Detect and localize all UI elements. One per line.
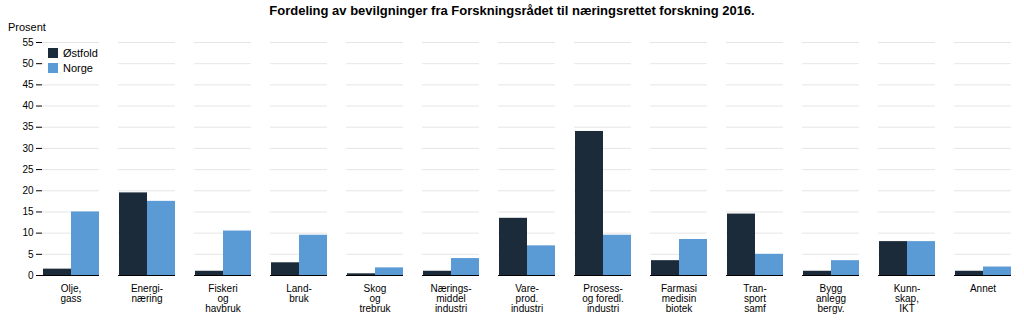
svg-text:5: 5: [28, 249, 34, 260]
svg-text:40: 40: [22, 100, 34, 111]
svg-text:35: 35: [22, 121, 34, 132]
html-text:Fordeling av bevilgninger fra: Fordeling av bevilgninger fra Forsknings…: [269, 3, 755, 18]
svg-text:Skogogtrebruk: Skogogtrebruk: [359, 283, 391, 314]
svg-text:Prosess-og foredl.industri: Prosess-og foredl.industri: [582, 283, 624, 314]
svg-text:Vare-prod.industri: Vare-prod.industri: [511, 283, 543, 314]
svg-text:Farmasimedisinbiotek: Farmasimedisinbiotek: [661, 283, 697, 314]
html-text:Østfold: Østfold: [63, 47, 98, 59]
svg-text:Kunn-skap,IKT: Kunn-skap,IKT: [894, 283, 921, 314]
svg-text:50: 50: [22, 58, 34, 69]
html-text:Prosent: Prosent: [8, 21, 46, 33]
svg-text:Olje,gass: Olje,gass: [60, 283, 81, 304]
svg-text:0: 0: [28, 270, 34, 281]
svg-text:Land-bruk: Land-bruk: [286, 283, 312, 304]
svg-text:30: 30: [22, 143, 34, 154]
svg-text:Tran-sportsamf: Tran-sportsamf: [743, 283, 767, 314]
svg-text:20: 20: [22, 185, 34, 196]
svg-text:10: 10: [22, 227, 34, 238]
svg-text:25: 25: [22, 164, 34, 175]
svg-text:55: 55: [22, 37, 34, 48]
svg-text:15: 15: [22, 206, 34, 217]
svg-text:45: 45: [22, 79, 34, 90]
svg-text:Energi-næring: Energi-næring: [131, 283, 163, 304]
svg-text:Annet: Annet: [970, 283, 996, 294]
html-text:Norge: Norge: [63, 62, 93, 74]
svg-text:Nærings-middelindustri: Nærings-middelindustri: [430, 283, 471, 314]
svg-text:Bygganleggbergv.: Bygganleggbergv.: [816, 283, 846, 314]
svg-text:Fiskerioghavbruk: Fiskerioghavbruk: [205, 283, 242, 314]
